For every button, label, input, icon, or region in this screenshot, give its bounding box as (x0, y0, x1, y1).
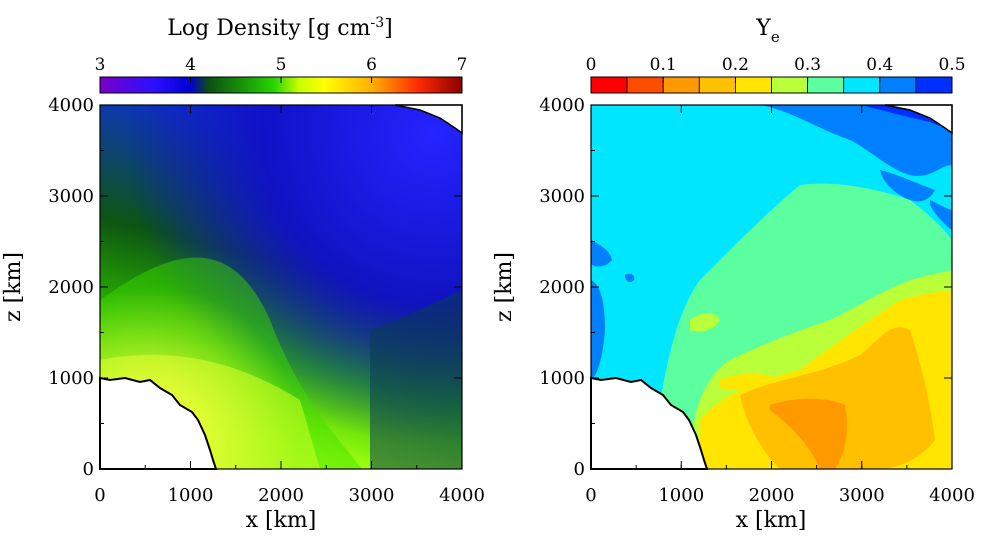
density-xtick-label: 3000 (349, 485, 395, 506)
ye-colorbar-bin (843, 76, 881, 94)
ye-colorbar-bin (915, 76, 953, 94)
ye-colorbar-bin (771, 76, 808, 94)
density-colorbar-ticks: 3 4 5 6 7 (95, 55, 468, 83)
ye-axis-ticks: 0 1000 2000 3000 4000 0 1000 2000 3000 4000 (539, 95, 975, 506)
ye-colorbar: 0 0.1 0.2 0.3 0.4 0.5 (586, 55, 966, 94)
ye-ytick-label: 2000 (539, 277, 585, 298)
density-inner-boundary (99, 376, 218, 470)
ye-xtick-label: 1000 (658, 485, 704, 506)
density-colorbar-tick-label: 3 (95, 55, 106, 75)
density-axis-ticks: 0 1000 2000 3000 4000 0 1000 2000 3000 4000 (48, 95, 485, 506)
ye-plot-area (591, 105, 952, 469)
density-colorbar-tick-label: 7 (457, 55, 468, 75)
ye-ylabel: z [km] (492, 252, 517, 322)
ye-colorbar-bin (735, 76, 772, 94)
ye-title: Ye (755, 16, 780, 46)
ye-ytick-label: 0 (574, 459, 585, 480)
density-ytick-label: 0 (83, 459, 94, 480)
density-xtick-label: 0 (94, 485, 105, 506)
ye-ytick-label: 4000 (539, 95, 585, 116)
ye-ytick-label: 1000 (539, 368, 585, 389)
ye-colorbar-bin (879, 76, 917, 94)
density-panel: Log Density [g cm-3] 3 4 5 6 7 0 1000 2000 3000… (1, 15, 485, 533)
ye-colorbar-tick-label: 0.4 (866, 55, 893, 75)
ye-colorbar-bin (662, 76, 700, 94)
ye-inner-boundary (590, 376, 709, 470)
density-ylabel: z [km] (1, 252, 26, 322)
ye-colorbar-tick-label: 0.1 (650, 55, 677, 75)
density-xtick-label: 2000 (258, 485, 304, 506)
ye-colorbar-tick-label: 0.5 (938, 55, 965, 75)
ye-colorbar-bin (807, 76, 845, 94)
ye-xlabel: x [km] (736, 508, 807, 533)
density-xtick-label: 4000 (439, 485, 485, 506)
ye-colorbar-ticks: 0 0.1 0.2 0.3 0.4 0.5 (586, 55, 966, 83)
ye-xtick-label: 4000 (929, 485, 975, 506)
ye-colorbar-bin (698, 76, 736, 94)
density-colorbar: 3 4 5 6 7 (95, 55, 468, 94)
ye-colorbar-bin (590, 76, 628, 94)
ye-ytick-label: 3000 (539, 186, 585, 207)
density-colorbar-tick-label: 6 (366, 55, 377, 75)
density-ytick-label: 3000 (48, 186, 94, 207)
density-xtick-label: 1000 (168, 485, 214, 506)
ye-colorbar-tick-label: 0 (586, 55, 597, 75)
ye-colorbar-tick-label: 0.3 (794, 55, 821, 75)
density-title: Log Density [g cm-3] (167, 15, 392, 41)
ye-panel: Ye 0 0.1 0.2 0.3 0.4 0.5 (492, 16, 975, 533)
density-ytick-label: 4000 (48, 95, 94, 116)
density-xlabel: x [km] (246, 508, 317, 533)
ye-xtick-label: 3000 (839, 485, 885, 506)
density-ytick-label: 1000 (48, 368, 94, 389)
ye-colorbar-bin (626, 76, 664, 94)
density-ytick-label: 2000 (48, 277, 94, 298)
density-colorbar-tick-label: 5 (276, 55, 287, 75)
ye-xtick-label: 2000 (749, 485, 795, 506)
ye-colorbar-tick-label: 0.2 (722, 55, 749, 75)
ye-xtick-label: 0 (585, 485, 596, 506)
density-colorbar-tick-label: 4 (185, 55, 196, 75)
